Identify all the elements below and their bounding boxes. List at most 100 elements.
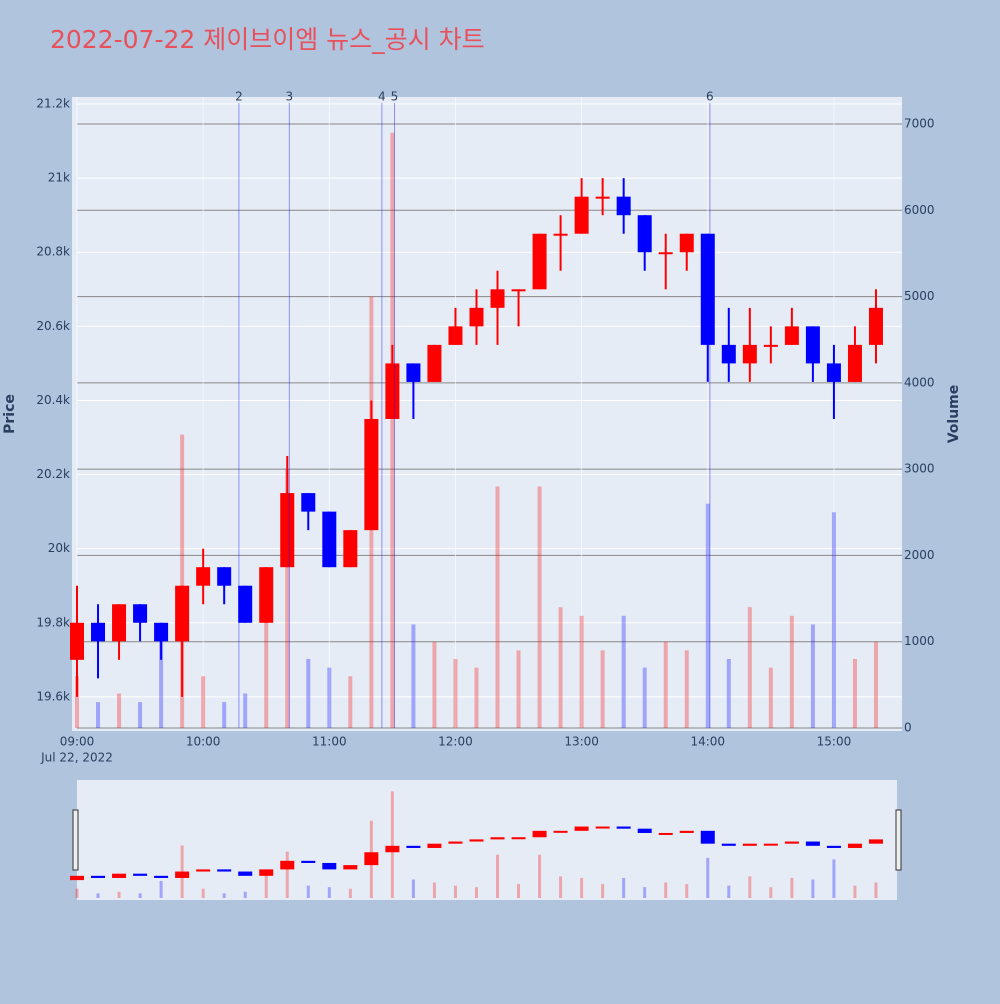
volume-bar	[306, 658, 311, 728]
volume-bar	[432, 641, 437, 728]
slider-candle	[385, 845, 400, 853]
volume-bar	[516, 650, 521, 728]
slider-candle	[700, 830, 715, 844]
slider-candle	[448, 841, 463, 844]
slider-volume-bar	[748, 876, 752, 898]
slider-candle	[490, 837, 505, 840]
slider-candle	[742, 843, 757, 846]
volume-bar	[600, 650, 605, 728]
slider-volume-bar	[811, 879, 815, 898]
slider-candle	[91, 875, 106, 878]
volume-bar	[663, 641, 668, 728]
volume-bar	[285, 469, 290, 728]
volume-bar	[117, 693, 122, 728]
range-slider[interactable]	[77, 780, 897, 900]
y2-axis-title: Volume	[946, 385, 962, 444]
slider-candle	[784, 841, 799, 844]
slider-candle	[826, 845, 841, 848]
y-tick-label: 20.6k	[36, 319, 70, 333]
volume-bar	[789, 615, 794, 728]
slider-volume-bar	[159, 881, 163, 898]
slider-candle	[343, 865, 358, 870]
candle-body	[868, 307, 883, 345]
volume-bar	[348, 676, 353, 728]
volume-bar	[453, 658, 458, 728]
volume-bar	[747, 607, 752, 728]
news-label: 5	[391, 90, 399, 104]
slider-volume-bar	[706, 857, 710, 898]
candle-body	[343, 530, 358, 568]
volume-bar	[138, 702, 143, 728]
x-tick-label: 14:00	[690, 735, 725, 749]
slider-volume-bar	[685, 884, 689, 898]
slider-candle	[112, 873, 127, 878]
slider-handle[interactable]	[72, 809, 79, 871]
slider-volume-bar	[243, 891, 247, 898]
slider-volume-bar	[622, 877, 626, 898]
slider-candle	[763, 843, 778, 846]
candle-body	[826, 363, 841, 382]
candle-body	[805, 326, 820, 364]
candle-body	[133, 604, 148, 623]
slider-volume-bar	[538, 854, 542, 898]
candle-body	[532, 233, 547, 290]
slider-candle	[280, 860, 295, 870]
candle-body	[427, 344, 442, 382]
slider-volume-bar	[285, 851, 289, 898]
volume-bar	[264, 598, 269, 728]
volume-bar	[75, 676, 79, 728]
slider-volume-bar	[201, 888, 205, 898]
slider-candle	[301, 860, 316, 863]
candle-body	[70, 622, 84, 660]
candle-body	[742, 344, 757, 364]
slider-volume-bar	[601, 884, 605, 898]
slider-candle	[322, 862, 337, 870]
candle-body	[301, 493, 316, 512]
volume-bar	[726, 658, 731, 728]
candle-body	[490, 289, 505, 308]
volume-bar	[768, 667, 773, 728]
slider-volume-bar	[559, 876, 563, 898]
slider-volume-bar	[306, 885, 310, 898]
slider-candle	[364, 852, 379, 866]
news-label: 2	[235, 90, 243, 104]
slider-candle	[637, 828, 652, 833]
slider-volume-bar	[853, 885, 857, 898]
x-tick-label: 15:00	[817, 735, 852, 749]
y2-tick-label: 0	[904, 721, 912, 735]
slider-volume-bar	[264, 874, 268, 898]
slider-volume-bar	[580, 877, 584, 898]
slider-volume-bar	[411, 879, 415, 898]
x-tick-label: 09:00	[60, 735, 95, 749]
y2-tick-label: 7000	[904, 117, 935, 131]
news-label: 4	[378, 90, 386, 104]
slider-volume-bar	[769, 887, 773, 898]
y-tick-label: 20k	[48, 541, 70, 555]
x-tick-label: 13:00	[564, 735, 599, 749]
slider-candle	[721, 843, 736, 846]
slider-candle	[175, 871, 190, 878]
candle-body	[574, 196, 589, 234]
slider-volume-bar	[874, 882, 878, 898]
slider-candle	[217, 869, 232, 872]
slider-candle	[679, 830, 694, 833]
slider-candle	[658, 832, 673, 835]
y-tick-label: 20.4k	[36, 393, 70, 407]
slider-candle	[595, 826, 610, 829]
volume-bar	[495, 486, 500, 728]
candle-body	[784, 326, 799, 345]
news-label: 3	[286, 90, 294, 104]
candle-body	[448, 326, 463, 345]
slider-candle	[574, 826, 589, 831]
candle-body	[658, 252, 673, 255]
volume-bar	[831, 512, 836, 728]
slider-candle	[196, 869, 211, 872]
volume-bar	[222, 702, 227, 728]
candle-body	[679, 233, 694, 253]
candle-body	[364, 418, 379, 531]
candle-body	[616, 196, 631, 216]
y2-tick-label: 2000	[904, 548, 935, 562]
slider-volume-bar	[453, 885, 457, 898]
x-tick-label: 12:00	[438, 735, 473, 749]
slider-handle[interactable]	[895, 809, 902, 871]
